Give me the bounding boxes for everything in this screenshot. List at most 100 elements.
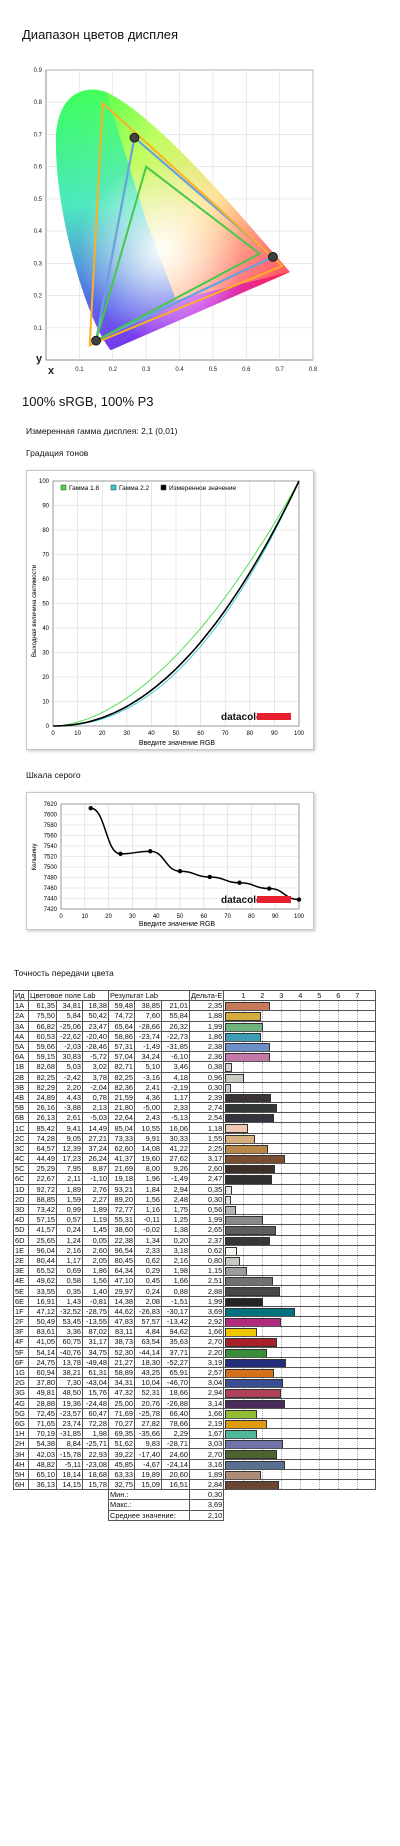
target-lab-value: 33,55: [28, 1285, 57, 1297]
gamut-triangle-3: [94, 164, 262, 343]
target-lab-value: 74,28: [28, 1132, 57, 1144]
delta-e-bar-cell: [223, 1000, 377, 1012]
delta-e-bar: [225, 1216, 264, 1224]
result-lab-value: 1,38: [161, 1224, 190, 1236]
delta-e-bar: [225, 1389, 282, 1397]
target-lab-value: 82,25: [28, 1071, 57, 1083]
scale-gridline: [319, 1154, 321, 1163]
result-lab-value: 65,91: [161, 1366, 190, 1379]
result-lab-value: -30,17: [161, 1305, 190, 1318]
delta-e-value: 2,38: [188, 1040, 225, 1053]
target-lab-value: 96,04: [28, 1244, 57, 1256]
result-lab-value: 69,35: [108, 1428, 135, 1440]
legend-gamma22: Гамма 2.2: [119, 485, 150, 492]
scale-gridline: [357, 1327, 359, 1336]
target-lab-value: 1,86: [82, 1265, 109, 1277]
result-lab-value: -2,19: [161, 1081, 190, 1093]
delta-e-bar-cell: [223, 1051, 377, 1063]
delta-e-bar-cell: [223, 1315, 377, 1328]
scale-gridline: [338, 1154, 340, 1163]
scale-gridline: [281, 1001, 283, 1010]
delta-e-bar: [225, 1287, 280, 1296]
target-lab-value: 49,81: [28, 1387, 57, 1399]
scale-gridline: [319, 1236, 321, 1245]
legend-swatch-measured: [160, 484, 167, 491]
result-lab-value: 38,60: [108, 1224, 135, 1236]
target-lab-value: 1,56: [82, 1275, 109, 1287]
scale-gridline: [338, 1378, 340, 1387]
delta-e-value: 0,30: [188, 1081, 225, 1093]
gamut-x-tick: 0.4: [175, 367, 184, 373]
accuracy-row: 2B 82,25 -2,42 3,78 82,25 -3,16 4,18 0,96: [13, 1071, 377, 1083]
gamut-triangle-1: [94, 135, 275, 343]
delta-e-bar: [225, 1470, 262, 1479]
scale-gridline: [357, 1480, 359, 1489]
patch-id: 4E: [13, 1275, 29, 1287]
scale-gridline: [262, 1409, 264, 1418]
grey-x-tick: 60: [200, 914, 207, 920]
target-lab-value: 24,75: [28, 1356, 57, 1368]
patch-id: 2E: [13, 1254, 29, 1267]
tone-chart-box: 0 0 10 10 20 20 30 30 40 40 50 50 60 60 70 70 80 80 90 90 10…: [26, 470, 314, 750]
scale-gridline: [300, 1011, 302, 1021]
result-lab-value: 2,29: [161, 1428, 190, 1440]
result-lab-value: 2,33: [161, 1102, 190, 1114]
scale-gridline: [319, 1399, 321, 1408]
scale-gridline: [319, 1052, 321, 1061]
target-lab-value: 26,16: [28, 1102, 57, 1114]
target-lab-value: 48,82: [28, 1458, 57, 1470]
grey-data-point: [237, 880, 242, 885]
delta-e-value: 1,99: [188, 1020, 225, 1032]
scale-gridline: [338, 1093, 340, 1102]
scale-gridline: [319, 1276, 321, 1285]
scale-gridline: [243, 1246, 245, 1255]
scale-gridline: [243, 1205, 245, 1214]
tone-plot-frame: [52, 480, 300, 727]
delta-e-bar: [225, 1267, 248, 1275]
scale-gridline: [357, 1378, 359, 1387]
delta-e-value: 3,16: [188, 1458, 225, 1470]
target-lab-value: 60,94: [28, 1366, 57, 1379]
target-lab-value: 75,50: [28, 1010, 57, 1022]
summary-label: Мин.:: [108, 1489, 190, 1501]
delta-e-bar: [225, 1358, 286, 1367]
tone-x-tick: 50: [173, 731, 180, 737]
result-lab-value: 37,71: [161, 1346, 190, 1358]
result-lab-value: 52,31: [134, 1387, 162, 1399]
scale-label: 4: [298, 991, 303, 1000]
target-lab-value: 47,12: [28, 1305, 57, 1318]
scale-gridline: [319, 1001, 321, 1010]
patch-id: 3D: [13, 1203, 29, 1216]
target-lab-value: 59,66: [28, 1040, 57, 1053]
scale-gridline: [357, 1083, 359, 1092]
patch-id: 5H: [13, 1468, 29, 1481]
delta-e-bar: [225, 1144, 269, 1153]
tone-ticks: 00 10 10 20 20 30 30 40 40 50 50 60 60 70 70 80 80 90 90 10…: [39, 479, 305, 737]
gamut-markers: [91, 132, 278, 346]
scale-gridline: [357, 1164, 359, 1173]
scale-gridline: [300, 1399, 302, 1408]
result-lab-value: 39,22: [108, 1448, 135, 1460]
target-lab-value: -2,42: [56, 1071, 83, 1083]
patch-id: 4H: [13, 1458, 29, 1470]
result-lab-value: 5,10: [134, 1061, 162, 1073]
scale-gridline: [319, 1317, 321, 1326]
grey-y-tick: 7620: [44, 802, 58, 808]
result-lab-value: 58,89: [108, 1366, 135, 1379]
target-lab-value: 26,24: [82, 1152, 109, 1165]
scale-gridline: [300, 1062, 302, 1071]
target-lab-value: -2,03: [56, 1040, 83, 1053]
accuracy-row: 2E 80,44 1,17 2,05 80,45 0,62 2,16 0,80: [13, 1254, 377, 1267]
result-lab-value: -0,11: [134, 1214, 162, 1226]
target-lab-value: 41,57: [28, 1224, 57, 1236]
result-lab-value: 22,38: [108, 1234, 135, 1246]
delta-e-bar-cell: [223, 1356, 377, 1368]
scale-gridline: [281, 1409, 283, 1418]
scale-gridline: [357, 1205, 359, 1214]
scale-gridline: [300, 1246, 302, 1255]
result-lab-value: 19,89: [134, 1468, 162, 1481]
scale-gridline: [357, 1470, 359, 1479]
target-lab-value: 37,80: [28, 1377, 57, 1389]
scale-gridline: [300, 1215, 302, 1224]
scale-gridline: [338, 1164, 340, 1173]
